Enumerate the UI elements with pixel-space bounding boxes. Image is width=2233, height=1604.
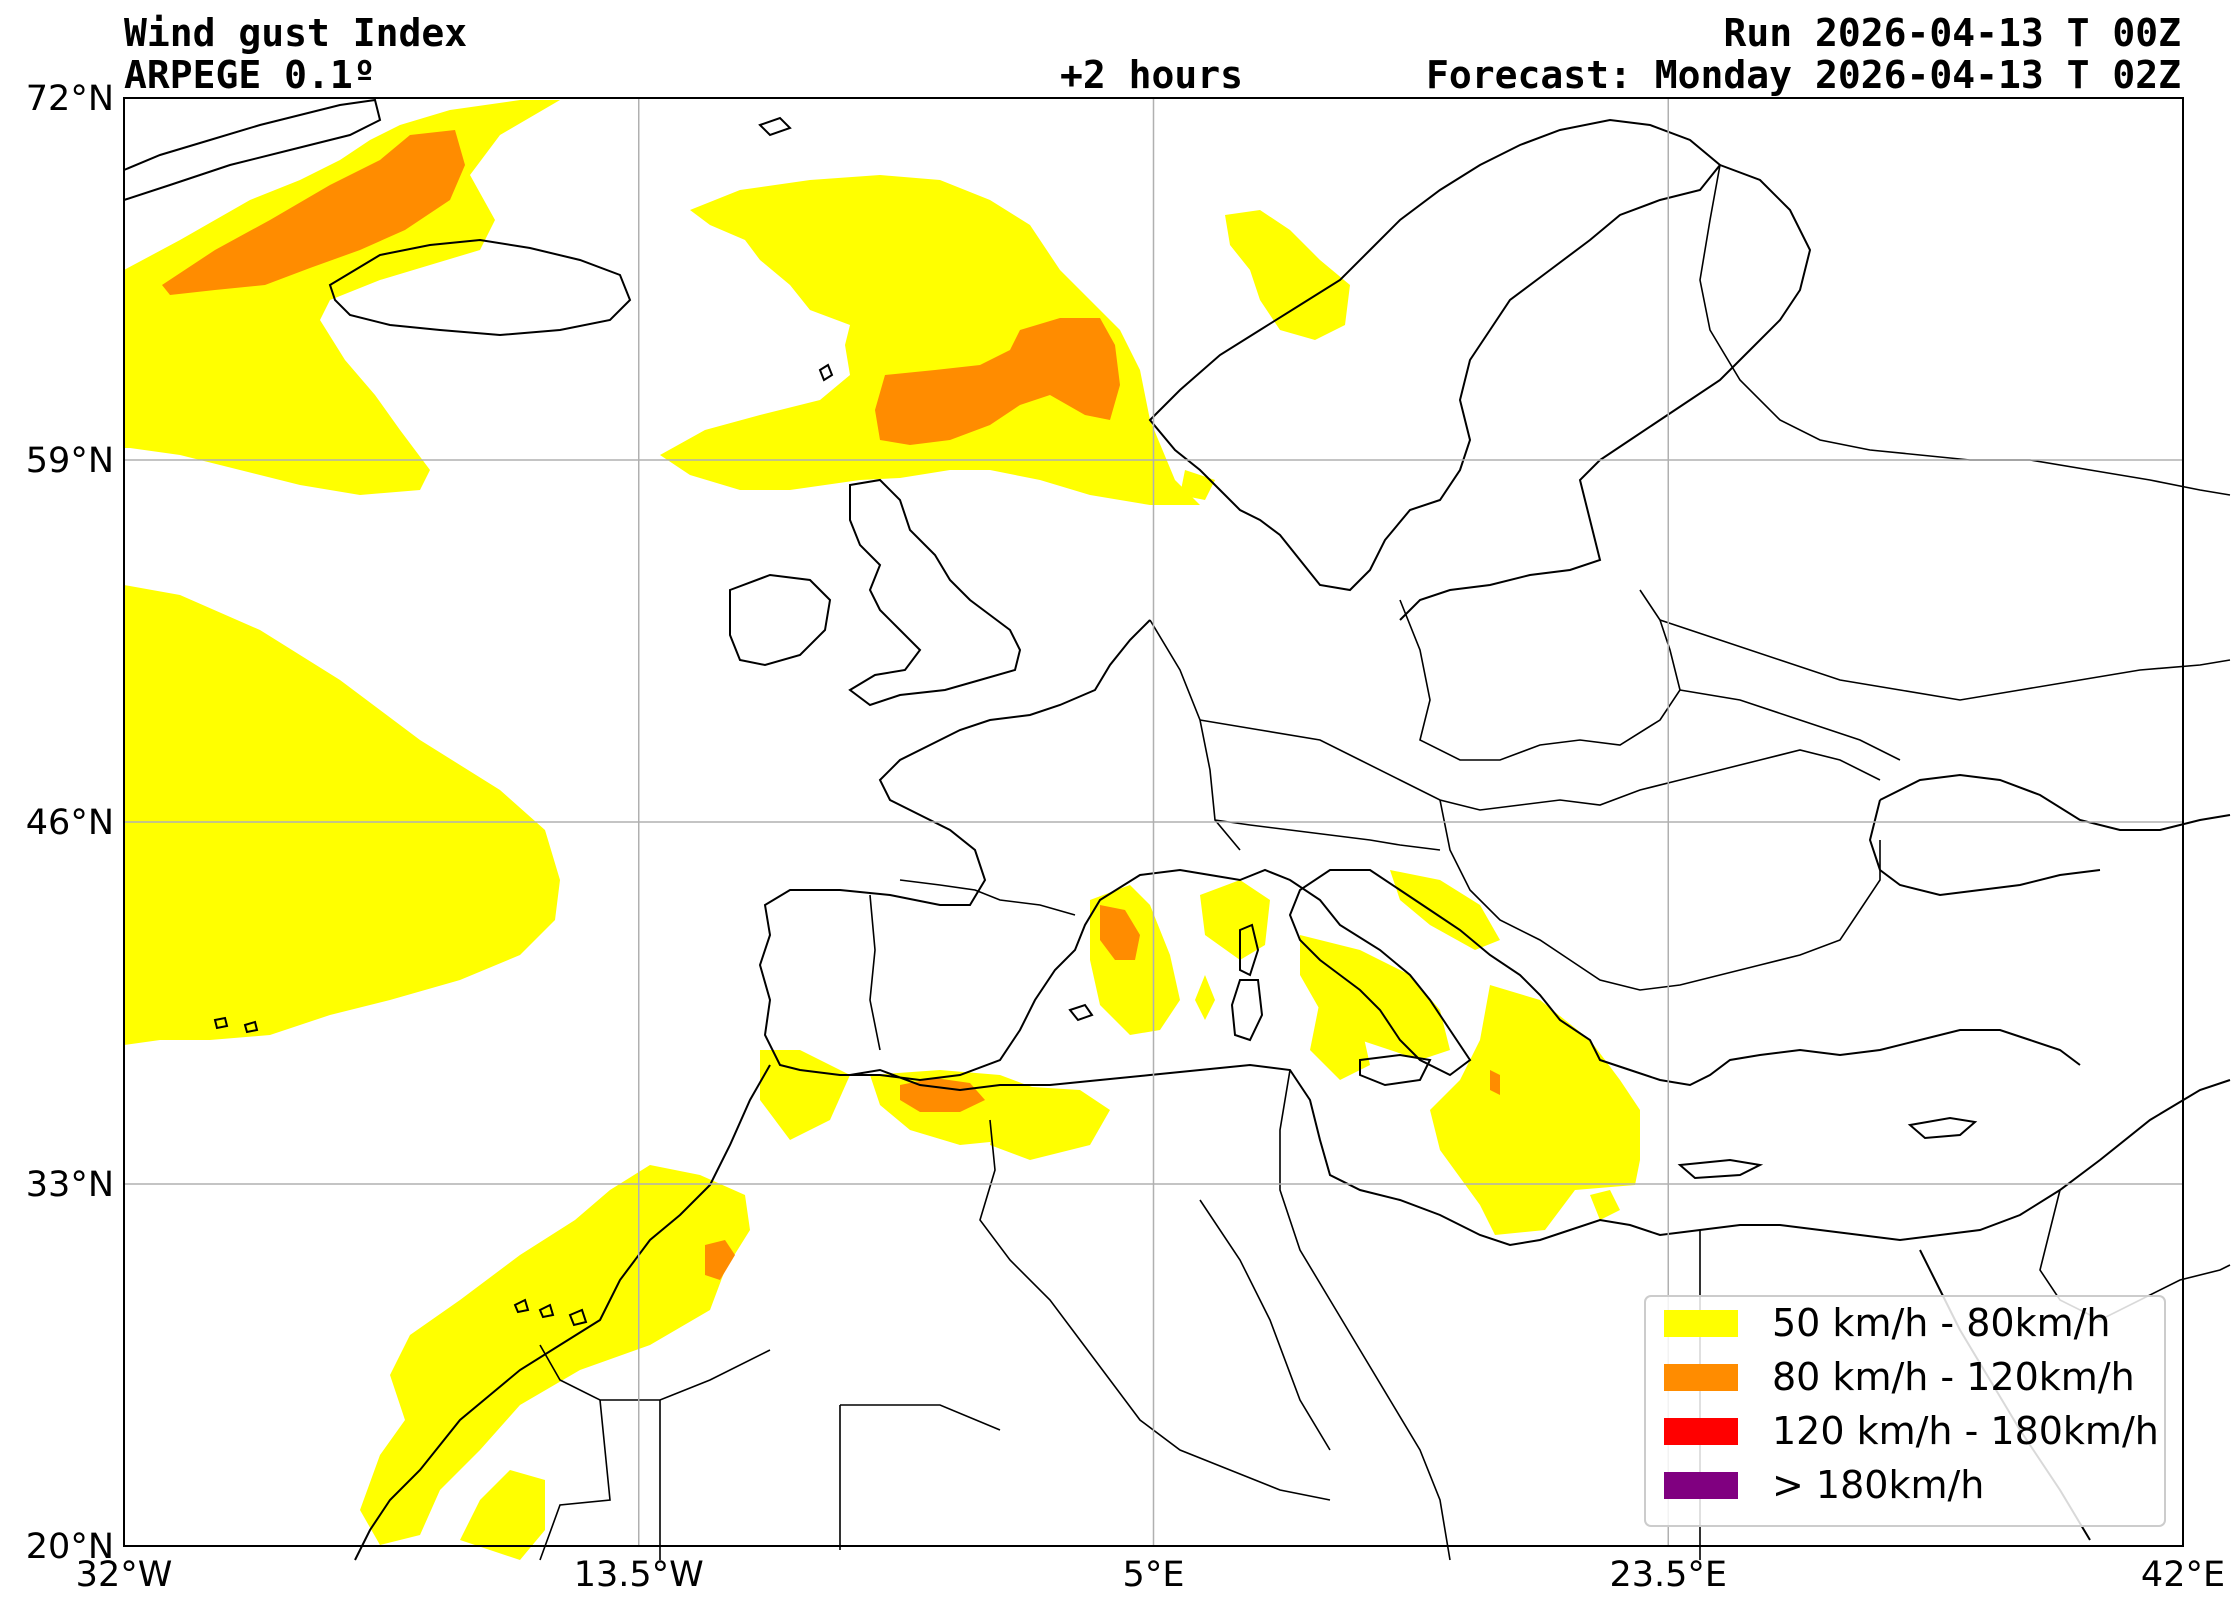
lat-tick-label: 33°N [26, 1165, 114, 1205]
gust-area-ligurian [1200, 880, 1270, 960]
legend-label: > 180km/h [1772, 1463, 1984, 1507]
model-label: ARPEGE 0.1º [124, 53, 376, 97]
legend-box [1644, 1295, 2166, 1527]
gust-area-north-atlantic [124, 100, 560, 495]
gust-area-tyrrhenian [1300, 935, 1450, 1060]
border-north-africa [979, 1069, 1701, 1561]
cyprus-island [1907, 1116, 1978, 1140]
forecast-label: Forecast: Monday 2026-04-13 T 02Z [1426, 53, 2181, 97]
sardinia-island [1230, 979, 1264, 1042]
legend-label: 50 km/h - 80km/h [1772, 1301, 2110, 1345]
greenland-coast [123, 98, 382, 201]
baltic-finland-coast [1399, 164, 1812, 621]
gust-core-alboran [900, 1078, 985, 1112]
country-borders [539, 164, 2231, 1561]
uk-coast [848, 478, 1022, 707]
gust-core-denmark-strait [162, 130, 465, 295]
scandinavia-coast [1148, 118, 1722, 592]
north-africa-coast [354, 1063, 2231, 1561]
gust-area-ionian-islet [1590, 1190, 1620, 1220]
gust-area-ionian [1430, 985, 1640, 1235]
faroe-island [818, 363, 834, 382]
gust-area-norway-coast [1225, 210, 1350, 340]
lat-tick-labels: 72°N 59°N 46°N 33°N 20°N [26, 79, 114, 1567]
gust-area-adriatic [1390, 870, 1500, 950]
balearic-island [1068, 1003, 1094, 1022]
legend-swatch [1664, 1310, 1738, 1337]
lat-tick-label: 20°N [26, 1527, 114, 1567]
gust-area-morocco-atlantic [760, 1050, 850, 1140]
legend: 50 km/h - 80km/h 80 km/h - 120km/h 120 km/… [1644, 1295, 2166, 1527]
gust-core-norwegian-sea [875, 318, 1120, 445]
map-frame [123, 97, 2184, 1547]
svalbard-island [758, 116, 792, 137]
crete-island [1677, 1158, 1764, 1180]
lat-tick-label: 46°N [26, 803, 114, 843]
border-france-germany [1149, 619, 1241, 851]
run-label: Run 2026-04-13 T 00Z [1723, 11, 2181, 55]
lon-tick-label: 23.5°E [1609, 1555, 1727, 1595]
lat-tick-label: 72°N [26, 79, 114, 119]
legend-swatch [1664, 1418, 1738, 1445]
gust-area-north-sea-fleck [1180, 470, 1215, 500]
border-italy-alps [1214, 819, 1441, 851]
gust-area-norwegian-sea [660, 175, 1200, 505]
border-russia-baltic [1699, 164, 2231, 496]
coastlines [123, 98, 2231, 1561]
lon-tick-label: 13.5°W [574, 1555, 704, 1595]
gust-area-sicily-channel [1310, 1000, 1370, 1080]
border-poland [1399, 589, 1681, 761]
lead-time-label: +2 hours [1060, 53, 1244, 97]
legend-swatch [1664, 1364, 1738, 1391]
lon-tick-labels: 32°W 13.5°W 5°E 23.5°E 42°E [76, 1555, 2225, 1595]
gust-area-algeria [990, 1085, 1110, 1160]
border-iberia [869, 879, 1076, 1051]
gust-core-morocco [705, 1240, 735, 1280]
gust-band-80-120 [162, 130, 1500, 1280]
border-eastern-europe [1659, 619, 2231, 761]
legend-swatch [1664, 1472, 1738, 1499]
black-sea-coast [1868, 773, 2231, 897]
canary-islands [513, 1298, 588, 1327]
lon-tick-label: 32°W [76, 1555, 173, 1595]
islands [213, 116, 1978, 1327]
gust-area-canaries [360, 1165, 750, 1545]
gust-area-west-sahara [460, 1470, 545, 1560]
azores-islands [213, 1016, 259, 1034]
gust-area-sardinia [1195, 975, 1215, 1020]
lon-tick-label: 5°E [1123, 1555, 1185, 1595]
corsica-island [1239, 923, 1260, 977]
gust-band-50-80 [124, 100, 1640, 1560]
legend-label: 80 km/h - 120km/h [1772, 1355, 2135, 1399]
border-central-europe [1199, 719, 1881, 811]
lon-tick-label: 42°E [2141, 1555, 2225, 1595]
gust-area-mid-atlantic [124, 585, 560, 1045]
europe-west-coast [758, 619, 2081, 1087]
legend-label: 120 km/h - 180km/h [1772, 1409, 2159, 1453]
ireland-coast [729, 573, 832, 667]
lat-tick-label: 59°N [26, 441, 114, 481]
gust-zones [124, 100, 1640, 1560]
chart-title: Wind gust Index [124, 11, 468, 55]
iceland-coast [328, 238, 632, 337]
border-balkans [1439, 799, 1881, 991]
sicily-island [1359, 1053, 1432, 1087]
gust-core-gulf-of-lion [1100, 905, 1140, 960]
gust-core-ionian [1490, 1070, 1500, 1095]
border-sahara-west [539, 1344, 1001, 1561]
